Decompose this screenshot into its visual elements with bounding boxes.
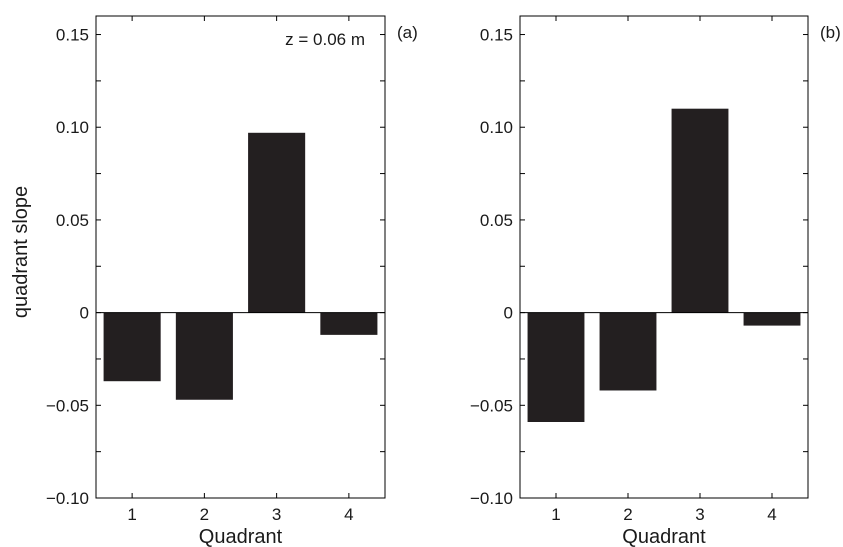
bar-quadrant-3: [248, 132, 306, 313]
bar-quadrant-4: [320, 312, 378, 335]
y-tick-label: 0: [80, 304, 89, 323]
axes-frame: [519, 15, 809, 499]
y-tick-label: −0.05: [470, 396, 513, 415]
y-axis-title: quadrant slope: [10, 186, 32, 318]
y-tick-label: 0.10: [56, 118, 89, 137]
bar-quadrant-1: [527, 312, 585, 422]
bar-quadrant-4: [743, 312, 801, 326]
x-tick-label: 4: [344, 505, 353, 524]
panel-b: 0.15 0.10 0.05 0 −0.05 −0.10 1 2 3 4 Quadrant (b): [470, 15, 841, 547]
y-tick-label: 0: [504, 304, 513, 323]
y-tick-label: −0.10: [470, 489, 513, 508]
bar-quadrant-2: [175, 312, 233, 400]
y-tick-label: −0.05: [46, 396, 89, 415]
x-axis-title: Quadrant: [199, 526, 283, 547]
x-tick-label: 1: [127, 505, 136, 524]
x-tick-label: 3: [272, 505, 281, 524]
panel-label: (a): [397, 23, 418, 42]
y-tick-label: 0.15: [56, 26, 89, 45]
panel-label: (b): [820, 23, 841, 42]
y-tick-label: 0.10: [480, 118, 513, 137]
panel-a: 0.15 0.10 0.05 0 −0.05 −0.10 1 2 3 4 Quadrant quadr…: [10, 15, 418, 547]
bar-quadrant-3: [671, 108, 729, 313]
depth-annotation: z = 0.06 m: [285, 30, 365, 49]
y-tick-label: 0.05: [56, 211, 89, 230]
x-axis-title: Quadrant: [622, 526, 706, 547]
y-tick-label: 0.05: [480, 211, 513, 230]
x-tick-label: 1: [551, 505, 560, 524]
x-tick-label: 3: [695, 505, 704, 524]
y-tick-label: 0.15: [480, 26, 513, 45]
x-tick-label: 2: [623, 505, 632, 524]
axes-frame: [95, 15, 386, 499]
x-tick-label: 4: [767, 505, 776, 524]
bar-quadrant-2: [599, 312, 657, 391]
y-tick-label: −0.10: [46, 489, 89, 508]
x-tick-label: 2: [200, 505, 209, 524]
bar-quadrant-1: [103, 312, 161, 382]
